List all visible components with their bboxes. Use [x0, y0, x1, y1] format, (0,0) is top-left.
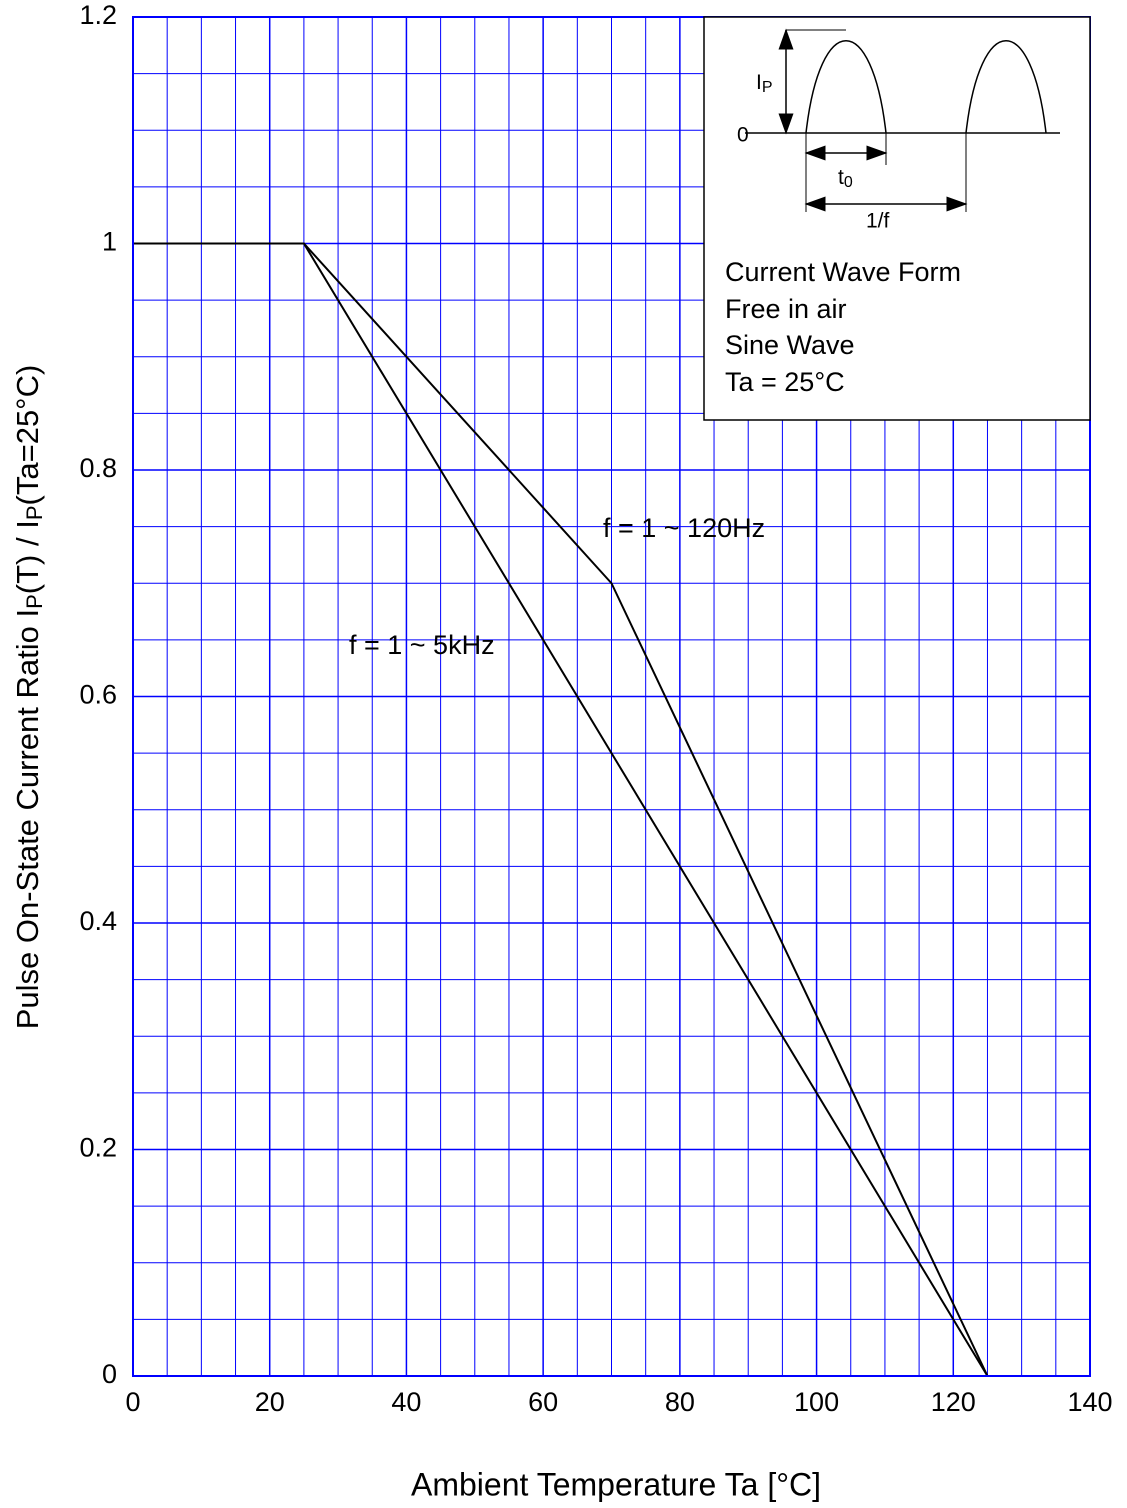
x-tick-label: 120: [931, 1387, 976, 1417]
y-axis-label-part: P: [22, 505, 47, 520]
y-axis-label-part: (T) / I: [10, 520, 45, 594]
x-tick-label: 0: [125, 1387, 140, 1417]
y-tick-label: 0.2: [79, 1133, 117, 1163]
inset-note: Free in air: [725, 294, 847, 324]
width-label: t0: [838, 166, 853, 192]
series-label: f = 1 ~ 5kHz: [349, 630, 495, 660]
x-tick-label: 80: [665, 1387, 695, 1417]
x-tick-label: 60: [528, 1387, 558, 1417]
series-line: [133, 242, 989, 1377]
period-label: 1/f: [866, 210, 890, 233]
inset-note: Current Wave Form: [725, 257, 961, 287]
y-tick-label: 1: [102, 227, 117, 257]
inset-note: Sine Wave: [725, 330, 855, 360]
y-axis-label-part: (Ta=25°C): [10, 365, 45, 506]
y-axis-label-part: P: [22, 594, 47, 609]
peak-label: IP: [756, 71, 773, 97]
y-tick-label: 0: [102, 1359, 117, 1389]
inset: IP 0 t0 1/f Current Wave Form Free in ai…: [703, 16, 1091, 421]
x-tick-label: 100: [794, 1387, 839, 1417]
inset-note: Ta = 25°C: [725, 367, 845, 397]
wave: [805, 40, 1047, 134]
width-label-sub: 0: [844, 174, 853, 191]
y-tick-label: 0.4: [79, 906, 117, 936]
inset-box: [703, 16, 1091, 421]
x-axis-label: Ambient Temperature Ta [°C]: [411, 1466, 821, 1502]
x-tick-label: 40: [391, 1387, 421, 1417]
plot-frame: [132, 16, 1091, 1377]
y-axis-label: Pulse On-State Current Ratio IP(T) / IP(…: [10, 365, 47, 1030]
series-label: f = 1 ~ 120Hz: [603, 513, 765, 543]
peak-label-sub: P: [762, 79, 773, 96]
x-tick-label: 140: [1067, 1387, 1112, 1417]
y-axis-label-part: Pulse On-State Current Ratio I: [10, 609, 45, 1029]
zero-label: 0: [737, 124, 749, 147]
y-tick-label: 0.6: [79, 680, 117, 710]
x-tick-label: 20: [255, 1387, 285, 1417]
y-tick-label: 0.8: [79, 453, 117, 483]
plot: [133, 242, 989, 1377]
peak-label-main: I: [756, 71, 762, 94]
width-label-main: t: [838, 166, 844, 189]
y-tick-label: 1.2: [79, 0, 117, 30]
